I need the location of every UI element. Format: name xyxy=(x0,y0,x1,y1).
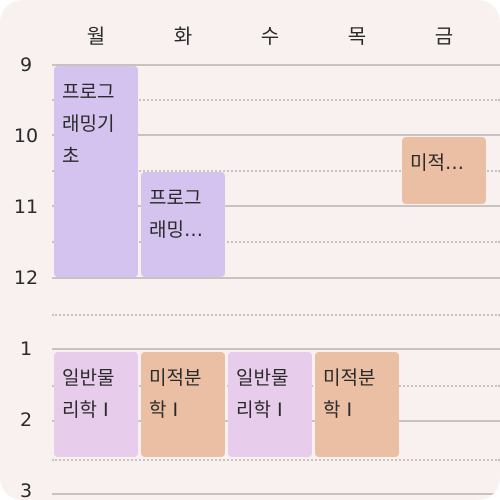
event-block-programming-tue[interactable]: 프로그래밍… xyxy=(141,172,225,277)
hour-label-3: 3 xyxy=(19,480,33,500)
grid-line-hour xyxy=(52,205,500,207)
event-block-calculus-tue[interactable]: 미적분학 I xyxy=(141,352,225,457)
event-block-physics-mon[interactable]: 일반물리학 I xyxy=(54,352,138,457)
grid-line-half-hour xyxy=(52,170,500,172)
event-block-calculus-thu[interactable]: 미적분학 I xyxy=(315,352,399,457)
day-header-fri: 금 xyxy=(434,24,454,48)
hour-label-9: 9 xyxy=(19,54,33,76)
hour-label-12: 12 xyxy=(13,267,39,289)
grid-line-half-hour xyxy=(52,459,500,461)
day-header-wed: 수 xyxy=(260,24,280,48)
grid-line-hour xyxy=(52,348,500,350)
event-block-physics-wed[interactable]: 일반물리학 I xyxy=(228,352,312,457)
hour-label-10: 10 xyxy=(13,125,39,147)
hour-label-2: 2 xyxy=(19,409,33,431)
grid-line-half-hour xyxy=(52,314,500,316)
grid-line-hour xyxy=(52,277,500,279)
event-block-programming-basics-mon[interactable]: 프로그래밍기초 xyxy=(54,66,138,277)
day-header-mon: 월 xyxy=(86,24,106,48)
grid-line-hour xyxy=(52,134,500,136)
event-block-calculus-fri[interactable]: 미적… xyxy=(402,137,486,204)
day-header-thu: 목 xyxy=(347,24,367,48)
grid-line-half-hour xyxy=(52,99,500,101)
hour-label-11: 11 xyxy=(13,196,39,218)
grid-line-half-hour xyxy=(52,241,500,243)
day-header-tue: 화 xyxy=(173,24,193,48)
grid-line-hour xyxy=(52,64,500,66)
hour-label-1: 1 xyxy=(19,338,33,360)
grid-line-hour xyxy=(52,493,500,495)
